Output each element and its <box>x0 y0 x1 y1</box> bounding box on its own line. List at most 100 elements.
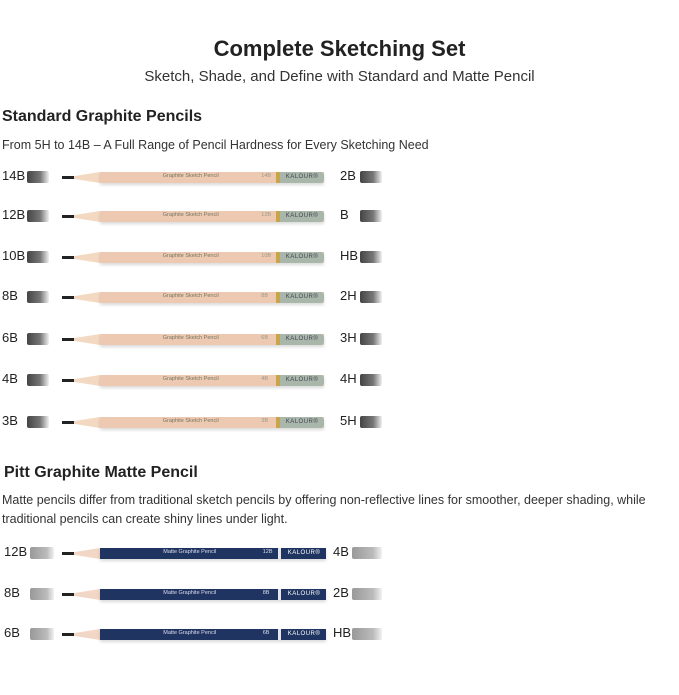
pencil-band <box>276 292 280 303</box>
grade-label: 4H <box>340 371 357 386</box>
shade-swatch <box>30 588 54 600</box>
pencil-lead <box>62 215 74 218</box>
pencil-grade: 3B <box>261 418 268 424</box>
pencil-grade: 6B <box>261 335 268 341</box>
shade-swatch <box>360 251 382 263</box>
pencil-band <box>276 211 280 222</box>
matte-description: Matte pencils differ from traditional sk… <box>2 493 646 526</box>
pencil-cone <box>74 629 100 640</box>
shade-swatch <box>27 333 49 345</box>
shade-swatch <box>352 547 382 559</box>
pencil-body: Graphite Sketch Pencil 3B KALOUR® <box>100 417 324 428</box>
grade-label: 6B <box>2 330 18 345</box>
pencil-body: Graphite Sketch Pencil 6B KALOUR® <box>100 334 324 345</box>
grade-label: 3H <box>340 330 357 345</box>
pencil-lead <box>62 256 74 259</box>
grade-label: 2H <box>340 288 357 303</box>
pencil-body: Graphite Sketch Pencil 12B KALOUR® <box>100 211 324 222</box>
grade-label: B <box>340 207 349 222</box>
pencil-body: Graphite Sketch Pencil 10B KALOUR® <box>100 252 324 263</box>
pencil-lead <box>62 593 74 596</box>
pencil-label: Matte Graphite Pencil <box>163 590 217 596</box>
pencil-grade: 8B <box>261 293 268 299</box>
page-title: Complete Sketching Set <box>213 36 466 61</box>
grade-label: 4B <box>2 371 18 386</box>
pencil-body: Graphite Sketch Pencil 14B KALOUR® <box>100 172 324 183</box>
pencil: Matte Graphite Pencil 12B KALOUR® <box>62 548 326 559</box>
pencil-grade: 10B <box>261 253 272 259</box>
pencil-end: KALOUR® <box>282 629 326 640</box>
pencil-band <box>276 334 280 345</box>
pencil: Matte Graphite Pencil 8B KALOUR® <box>62 589 326 600</box>
shade-swatch <box>360 171 382 183</box>
pencil-lead <box>62 338 74 341</box>
pencil: Graphite Sketch Pencil 12B KALOUR® <box>62 211 324 222</box>
shade-swatch <box>30 628 54 640</box>
pencil-grade: 12B <box>261 212 272 218</box>
pencil-body: Matte Graphite Pencil 12B KALOUR® <box>100 548 326 559</box>
pencil-body: Graphite Sketch Pencil 4B KALOUR® <box>100 375 324 386</box>
pencil-cone <box>74 375 100 386</box>
pencil-grade: 8B <box>262 590 270 596</box>
grade-label: HB <box>333 625 352 640</box>
pencil: Matte Graphite Pencil 6B KALOUR® <box>62 629 326 640</box>
pencil-lead <box>62 633 74 636</box>
pencil-band <box>276 172 280 183</box>
pencil-end: KALOUR® <box>280 292 324 303</box>
shade-swatch <box>27 416 49 428</box>
shade-swatch <box>360 416 382 428</box>
pencil-grade: 14B <box>261 173 272 179</box>
pencil-end: KALOUR® <box>280 252 324 263</box>
pencil-grade: 12B <box>262 549 273 555</box>
shade-swatch <box>30 547 54 559</box>
grade-label: 14B <box>2 168 26 183</box>
pencil-label: Graphite Sketch Pencil <box>162 376 219 382</box>
pencil: Graphite Sketch Pencil 4B KALOUR® <box>62 375 324 386</box>
pencil-label: Graphite Sketch Pencil <box>162 253 219 259</box>
shade-swatch <box>27 291 49 303</box>
pencil-label: Matte Graphite Pencil <box>163 630 217 636</box>
shade-swatch <box>352 628 382 640</box>
shade-swatch <box>27 374 49 386</box>
pencil-band <box>278 589 281 600</box>
pencil-band <box>278 629 281 640</box>
standard-heading: Standard Graphite Pencils <box>2 108 203 125</box>
pencil: Graphite Sketch Pencil 10B KALOUR® <box>62 252 324 263</box>
pencil-end: KALOUR® <box>280 211 324 222</box>
pencil: Graphite Sketch Pencil 14B KALOUR® <box>62 172 324 183</box>
pencil-label: Graphite Sketch Pencil <box>162 418 219 424</box>
pencil-cone <box>74 211 100 222</box>
pencil-grade: 4B <box>261 376 268 382</box>
grade-label: 8B <box>2 288 18 303</box>
pencil-cone <box>74 548 100 559</box>
pencil-end: KALOUR® <box>280 172 324 183</box>
pencil-cone <box>74 589 100 600</box>
pencil-body: Matte Graphite Pencil 8B KALOUR® <box>100 589 326 600</box>
pencil-band <box>276 417 280 428</box>
pencil-cone <box>74 252 100 263</box>
pencil-end: KALOUR® <box>280 334 324 345</box>
pencil-cone <box>74 417 100 428</box>
pencil-lead <box>62 176 74 179</box>
pencil-end: KALOUR® <box>280 375 324 386</box>
grade-label: 3B <box>2 413 18 428</box>
grade-label: 12B <box>2 207 26 222</box>
matte-heading: Pitt Graphite Matte Pencil <box>4 464 198 481</box>
grade-label: 6B <box>4 625 20 640</box>
grade-label: 8B <box>4 585 20 600</box>
pencil-label: Graphite Sketch Pencil <box>162 212 219 218</box>
pencil-band <box>276 252 280 263</box>
pencil-label: Matte Graphite Pencil <box>163 549 217 555</box>
pencil-cone <box>74 292 100 303</box>
shade-swatch <box>27 251 49 263</box>
grade-label: 5H <box>340 413 357 428</box>
pencil-band <box>278 548 281 559</box>
pencil-cone <box>74 172 100 183</box>
pencil-label: Graphite Sketch Pencil <box>162 173 219 179</box>
shade-swatch <box>27 210 49 222</box>
grade-label: 2B <box>333 585 349 600</box>
pencil: Graphite Sketch Pencil 8B KALOUR® <box>62 292 324 303</box>
pencil-label: Graphite Sketch Pencil <box>162 335 219 341</box>
standard-description: From 5H to 14B – A Full Range of Pencil … <box>2 138 429 152</box>
